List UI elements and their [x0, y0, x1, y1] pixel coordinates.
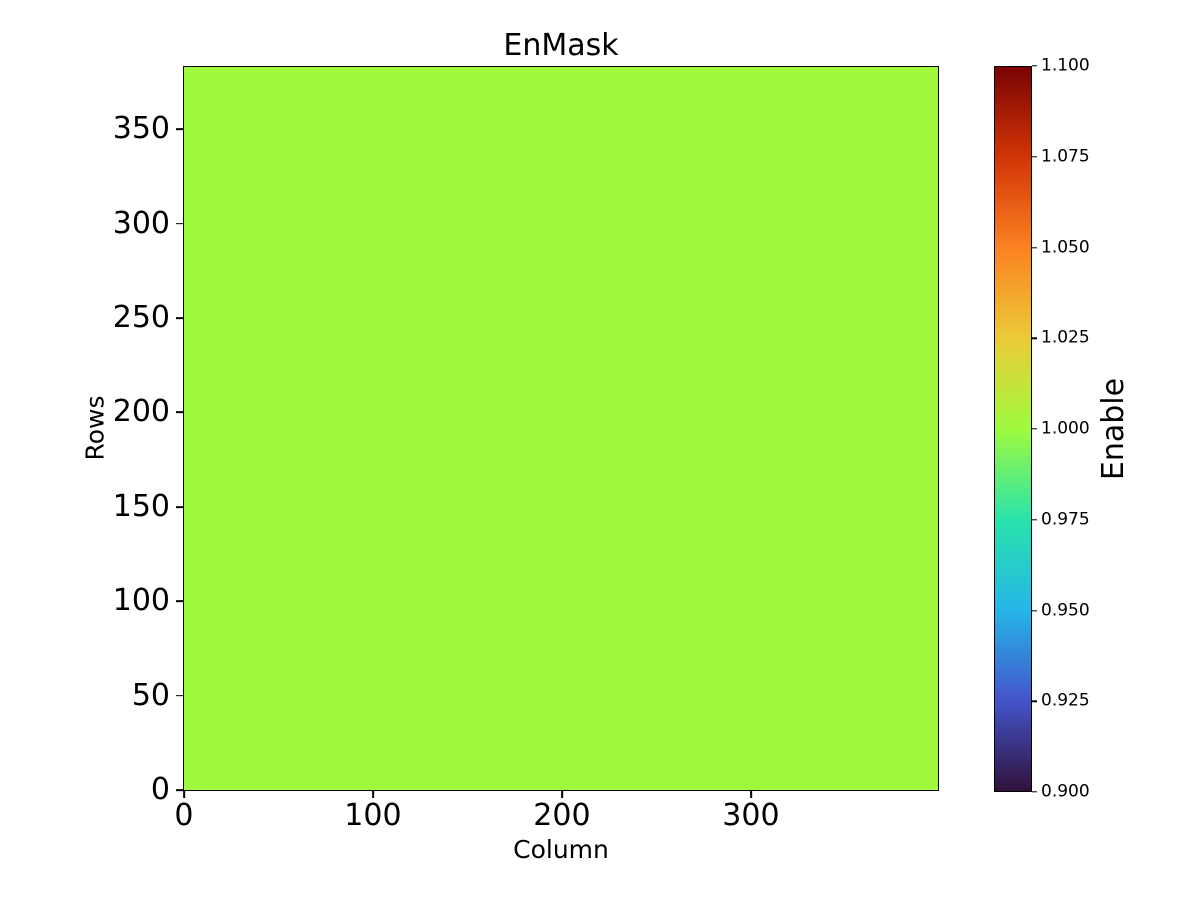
y-tick-mark — [176, 789, 183, 791]
y-tick-mark — [176, 694, 183, 697]
colorbar-tick-label: 1.075 — [1041, 146, 1090, 167]
y-tick-label: 100 — [112, 583, 170, 619]
y-tick-mark — [176, 600, 183, 603]
colorbar-gradient — [994, 66, 1032, 792]
colorbar-tick-mark — [1032, 156, 1037, 158]
colorbar-tick-mark — [1032, 791, 1037, 793]
colorbar-label: Enable — [1096, 377, 1131, 481]
y-tick-mark — [176, 506, 183, 508]
plot-title: EnMask — [503, 28, 619, 63]
colorbar-tick-mark — [1032, 609, 1037, 612]
y-tick-mark — [176, 317, 183, 319]
y-tick-label: 250 — [112, 300, 170, 336]
colorbar-tick-label: 1.000 — [1041, 418, 1090, 439]
x-tick-mark — [561, 791, 563, 798]
heatmap-cells — [183, 66, 939, 791]
x-axis-label: Column — [513, 835, 609, 864]
colorbar-tick-mark — [1032, 65, 1037, 67]
colorbar-tick-mark — [1032, 337, 1037, 339]
colorbar-tick-label: 0.975 — [1041, 509, 1090, 530]
y-axis: 0 50 100 150 200 250 300 350 — [113, 66, 183, 805]
x-tick-label: 0 — [174, 798, 194, 833]
x-tick-label: 200 — [533, 798, 591, 833]
y-tick-label: 50 — [131, 677, 170, 713]
y-tick-mark — [176, 222, 183, 225]
y-tick-mark — [176, 411, 183, 414]
colorbar-tick-mark — [1032, 700, 1037, 702]
colorbar-tick-label: 0.950 — [1041, 600, 1090, 620]
y-axis-label: Rows — [80, 395, 110, 461]
colorbar-tick-mark — [1032, 519, 1037, 521]
x-tick-label: 100 — [344, 798, 402, 833]
y-tick-label: 200 — [112, 394, 170, 430]
x-tick-label: 300 — [722, 798, 780, 833]
colorbar-tick-label: 1.100 — [1041, 55, 1090, 76]
y-tick-mark — [176, 128, 183, 131]
y-tick-label: 0 — [150, 772, 170, 808]
colorbar-tick-mark — [1032, 428, 1037, 430]
colorbar-tick-mark — [1032, 246, 1037, 249]
y-tick-label: 150 — [112, 488, 170, 524]
colorbar-tick-label: 0.900 — [1041, 781, 1090, 802]
colorbar-tick-label: 1.050 — [1041, 237, 1090, 257]
x-tick-mark — [183, 791, 185, 798]
x-tick-mark — [372, 791, 374, 798]
colorbar-axis: 1.100 1.075 1.050 1.025 1.000 0.975 0.950 0.925… — [1032, 57, 1090, 800]
colorbar-tick-label: 1.025 — [1041, 327, 1090, 348]
colorbar-tick-label: 0.925 — [1041, 690, 1090, 711]
y-tick-label: 300 — [112, 205, 170, 241]
x-tick-mark — [750, 791, 752, 798]
y-tick-label: 350 — [112, 111, 170, 147]
